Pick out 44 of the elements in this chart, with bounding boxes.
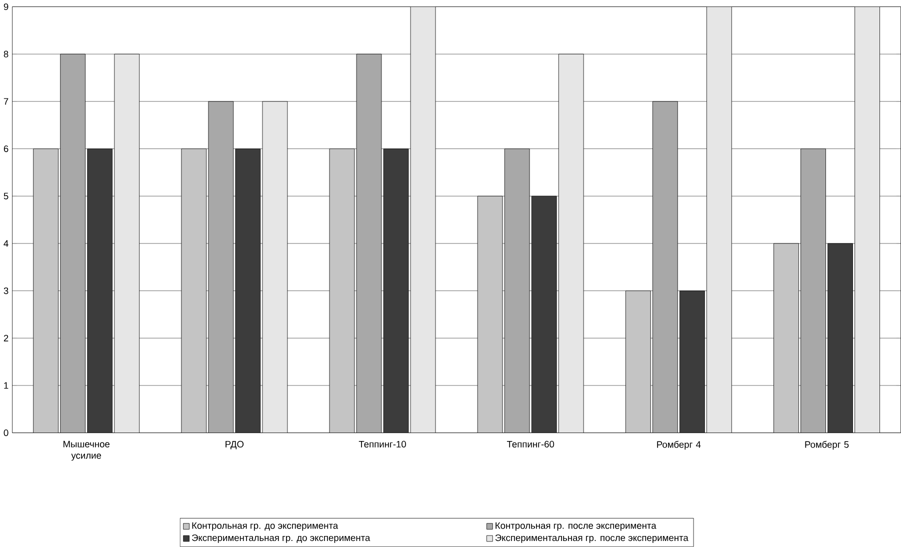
y-tick-label: 0	[4, 430, 8, 436]
x-tick-label: Ромберг 5	[805, 440, 849, 450]
x-tick-label: РДО	[226, 440, 244, 450]
legend-label: Контрольная гр. до эксперимента	[192, 522, 338, 531]
bar	[235, 148, 261, 433]
x-tick-label: Ромберг 4	[657, 440, 701, 450]
bar	[478, 196, 503, 433]
bar	[504, 148, 530, 433]
y-tick-label: 7	[4, 98, 8, 105]
bar	[800, 148, 826, 433]
legend-label: Экспериментальная гр. после эксперимента	[495, 534, 688, 543]
bar	[329, 148, 355, 433]
bar	[356, 54, 382, 433]
bar	[625, 290, 651, 433]
x-tick-label: Мышечное усилие	[64, 440, 110, 461]
bar	[680, 290, 705, 433]
legend-label: Экспериментальная гр. до эксперимента	[192, 534, 370, 543]
bar	[262, 101, 288, 433]
legend-label: Контрольная гр. после эксперимента	[496, 522, 656, 531]
bar	[383, 148, 409, 433]
bar	[114, 54, 140, 433]
bar	[181, 148, 207, 433]
y-tick-label: 3	[4, 288, 8, 294]
bar	[854, 6, 880, 433]
bar	[706, 6, 732, 433]
y-tick-label: 1	[4, 382, 8, 389]
x-tick-label: Теппинг-10	[358, 440, 406, 448]
y-tick-label: 9	[4, 4, 8, 10]
y-tick-label: 4	[4, 240, 8, 247]
bar	[60, 54, 86, 433]
bar	[558, 54, 584, 433]
x-tick-label: Теппинг-60	[506, 440, 554, 448]
bar	[652, 101, 678, 433]
bar	[828, 243, 853, 433]
bar	[208, 101, 234, 433]
bar	[87, 148, 113, 433]
bar	[410, 6, 436, 433]
bar	[774, 243, 799, 433]
y-tick-label: 5	[4, 192, 8, 200]
bar	[33, 148, 58, 433]
bar	[532, 196, 557, 433]
y-tick-label: 2	[4, 334, 8, 342]
y-tick-label: 8	[4, 50, 8, 58]
y-tick-label: 6	[4, 146, 8, 152]
